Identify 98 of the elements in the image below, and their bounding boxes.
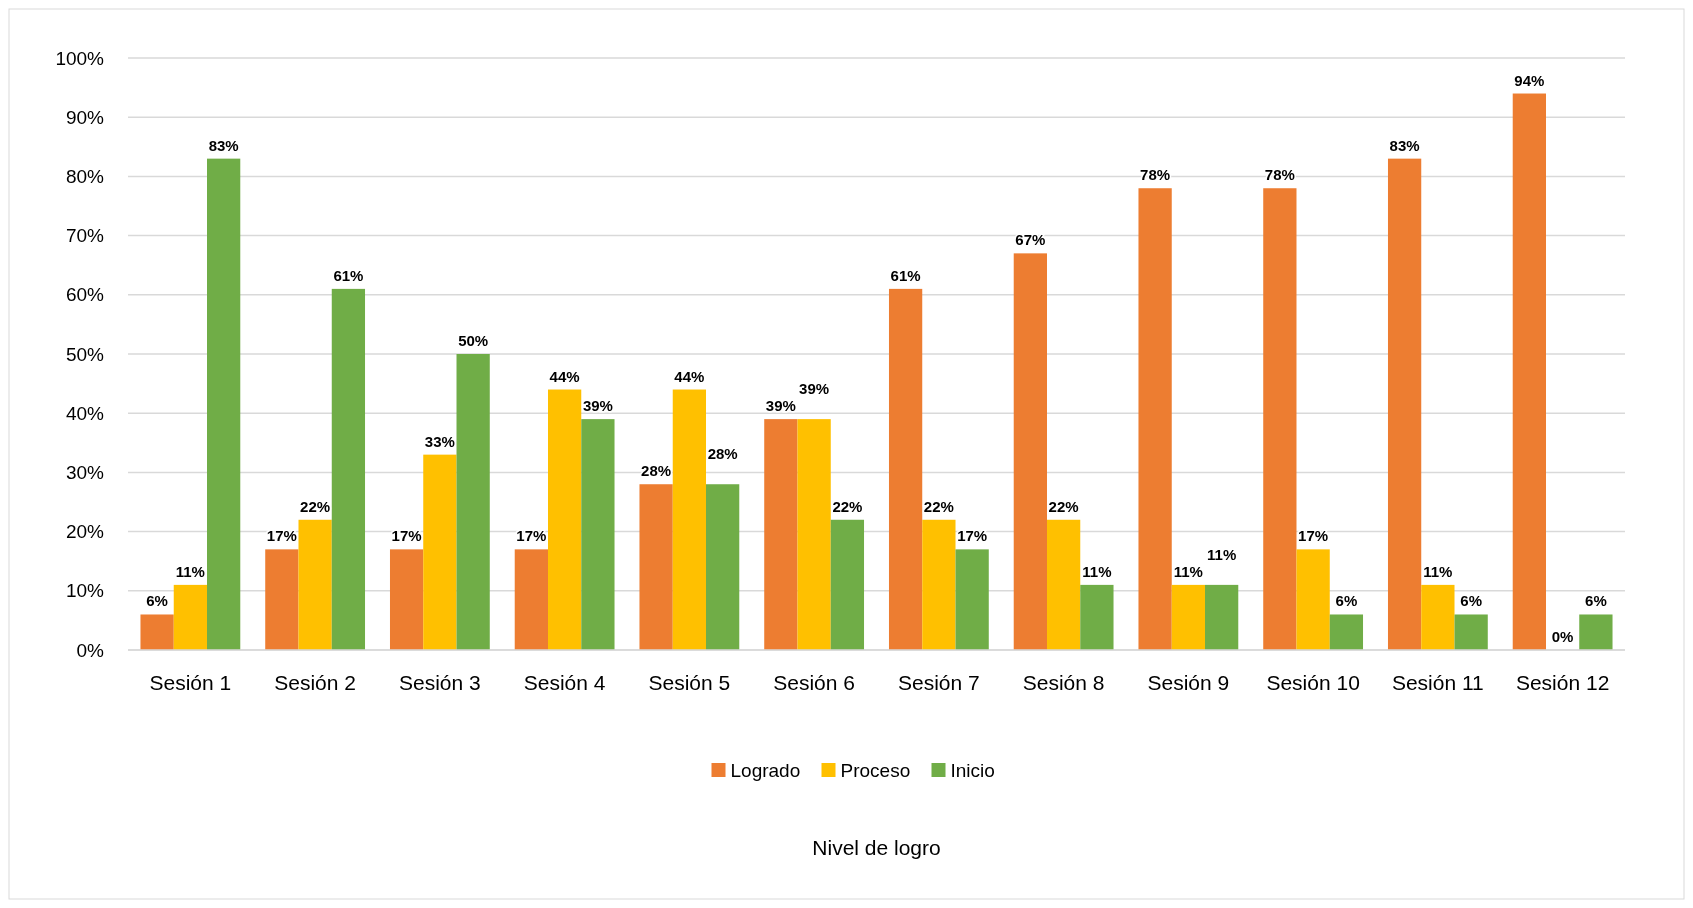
data-label: 17%	[266, 527, 297, 545]
data-label: 94%	[1514, 71, 1545, 89]
x-tick-label: Sesión 3	[399, 671, 481, 694]
bar	[1080, 584, 1114, 650]
bar	[955, 549, 989, 650]
bar	[830, 519, 865, 650]
bar	[1329, 614, 1364, 650]
y-tick-label: 70%	[65, 225, 105, 247]
data-label: 17%	[516, 527, 547, 545]
y-tick-label: 50%	[65, 343, 105, 365]
data-label: 22%	[300, 497, 331, 515]
bar	[140, 614, 174, 650]
data-label: 78%	[1140, 166, 1171, 184]
data-label: 39%	[799, 380, 830, 398]
bar	[639, 484, 673, 650]
bar	[1296, 549, 1330, 650]
bar	[1512, 93, 1546, 650]
x-tick-label: Sesión 10	[1266, 671, 1360, 694]
data-label: 6%	[1460, 592, 1482, 610]
bar	[456, 354, 490, 650]
bar	[298, 519, 332, 650]
bar	[1579, 614, 1613, 650]
x-tick-label: Sesión 11	[1391, 671, 1484, 694]
bar	[581, 419, 615, 650]
x-tick-label: Sesión 5	[648, 671, 731, 694]
bar	[706, 484, 740, 650]
text: Nivel de logro	[812, 836, 941, 859]
data-label: 44%	[674, 367, 705, 385]
data-label: 11%	[175, 562, 205, 580]
data-label: 22%	[1048, 497, 1079, 515]
x-tick-label: Sesión 12	[1515, 671, 1610, 694]
data-label: 78%	[1264, 166, 1295, 184]
y-tick-label: 90%	[65, 106, 105, 128]
data-label: 6%	[146, 592, 168, 610]
y-tick-label: 60%	[65, 284, 105, 306]
y-tick-label: 80%	[65, 166, 105, 188]
bar	[207, 158, 241, 650]
data-label: 17%	[1298, 527, 1329, 545]
legend-label: Logrado	[730, 759, 801, 781]
data-label: 28%	[707, 445, 738, 463]
bar	[1205, 584, 1239, 650]
legend-label: Proceso	[840, 759, 911, 781]
bar	[1013, 253, 1047, 650]
data-label: 11%	[1423, 562, 1453, 580]
data-label: 61%	[890, 266, 921, 284]
data-label: 39%	[582, 397, 613, 415]
y-tick-label: 30%	[65, 462, 105, 484]
bar	[922, 519, 956, 650]
x-tick-label: Sesión 4	[523, 671, 606, 694]
y-tick-label: 20%	[65, 521, 105, 543]
bar	[888, 288, 923, 650]
data-label: 6%	[1585, 592, 1607, 610]
data-label: 17%	[391, 527, 422, 545]
data-label: 6%	[1335, 592, 1358, 610]
bar	[1454, 614, 1488, 650]
bar	[547, 389, 582, 650]
x-tick-label: Sesión 8	[1022, 671, 1105, 694]
bar	[331, 288, 366, 650]
data-label: 11%	[1207, 545, 1237, 563]
bar	[265, 549, 299, 650]
bar	[1263, 188, 1297, 650]
bar	[173, 584, 208, 650]
data-label: 83%	[1389, 136, 1420, 154]
bar	[764, 419, 798, 650]
bar	[1387, 158, 1422, 650]
y-tick-label: 100%	[55, 47, 105, 69]
y-tick-label: 40%	[65, 402, 105, 424]
bar	[1138, 188, 1172, 650]
x-tick-label: Sesión 6	[773, 671, 855, 694]
bar	[514, 549, 548, 650]
y-tick-label: 0%	[76, 639, 105, 661]
bar	[423, 454, 457, 650]
data-label: 0%	[1551, 628, 1574, 645]
y-tick-label: 10%	[65, 580, 105, 602]
x-tick-label: Sesión 1	[149, 671, 232, 694]
x-tick-label: Sesión 9	[1147, 671, 1230, 694]
bar	[1171, 584, 1206, 650]
data-label: 50%	[458, 332, 489, 349]
data-label: 28%	[641, 462, 672, 480]
data-label: 61%	[333, 266, 364, 284]
legend-label: Inicio	[950, 759, 995, 781]
data-label: 11%	[1173, 562, 1203, 580]
data-label: 67%	[1015, 231, 1046, 249]
data-label: 83%	[208, 136, 239, 154]
bar	[389, 549, 424, 650]
data-label: 11%	[1082, 562, 1112, 580]
data-label: 22%	[832, 497, 863, 515]
data-label: 44%	[549, 367, 580, 385]
data-label: 33%	[424, 432, 455, 450]
data-label: 17%	[957, 527, 988, 545]
data-label: 39%	[765, 397, 796, 415]
data-label: 22%	[923, 497, 954, 515]
bar	[797, 419, 831, 650]
bar	[1046, 519, 1081, 650]
bar	[672, 389, 707, 650]
bar	[1421, 584, 1455, 650]
x-tick-label: Sesión 2	[274, 671, 356, 694]
x-tick-label: Sesión 7	[898, 671, 980, 694]
